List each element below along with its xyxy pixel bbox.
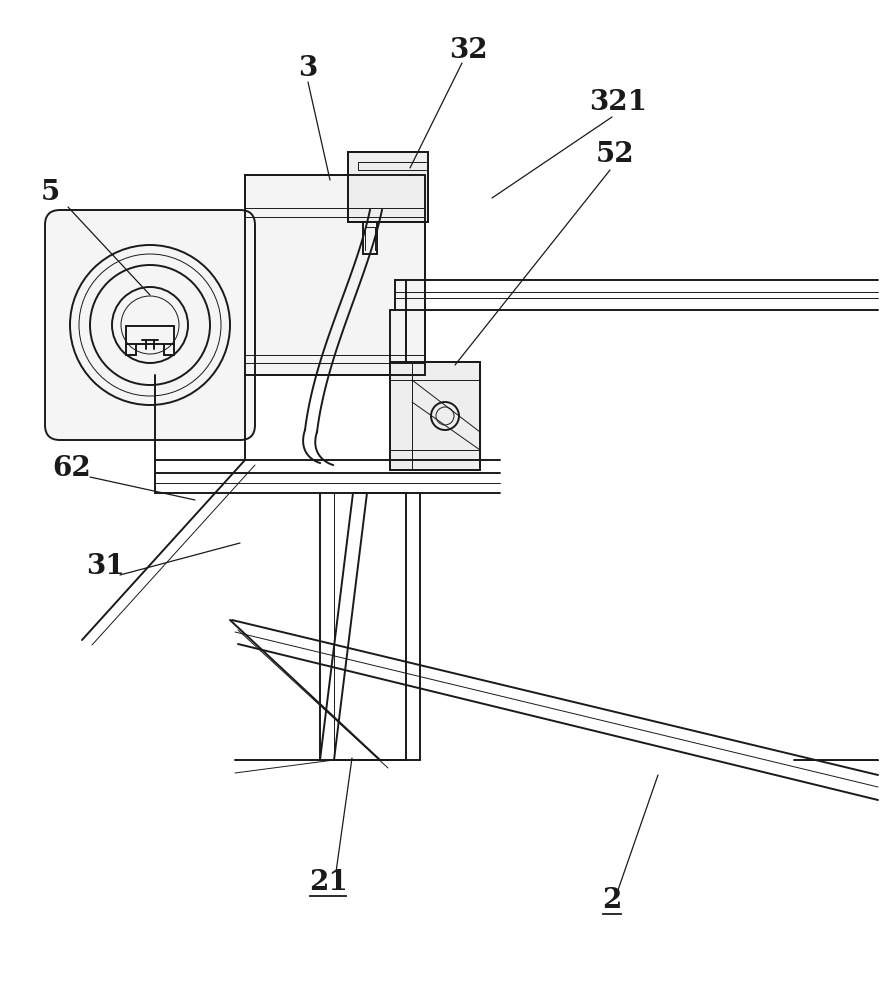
Bar — [390, 362, 480, 470]
FancyBboxPatch shape — [45, 210, 255, 440]
Text: 321: 321 — [589, 89, 647, 115]
Text: 2: 2 — [602, 886, 621, 914]
Text: 3: 3 — [298, 54, 318, 82]
Text: 62: 62 — [53, 454, 92, 482]
Text: 52: 52 — [596, 141, 634, 168]
Text: 21: 21 — [309, 868, 348, 896]
Text: 5: 5 — [40, 178, 60, 206]
Bar — [348, 152, 428, 222]
Text: 32: 32 — [449, 36, 488, 64]
Bar — [245, 175, 425, 375]
Text: 31: 31 — [85, 552, 124, 580]
